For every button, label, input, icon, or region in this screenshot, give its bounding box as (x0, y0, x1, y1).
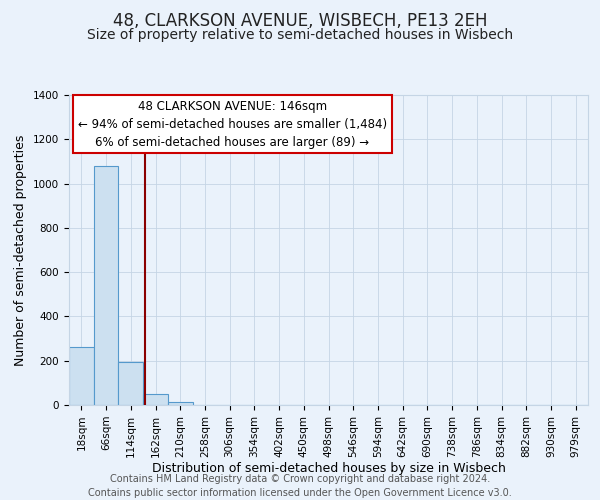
Text: Contains HM Land Registry data © Crown copyright and database right 2024.
Contai: Contains HM Land Registry data © Crown c… (88, 474, 512, 498)
Text: 48, CLARKSON AVENUE, WISBECH, PE13 2EH: 48, CLARKSON AVENUE, WISBECH, PE13 2EH (113, 12, 487, 30)
Bar (94, 166, 118, 405)
Bar (143, 394, 168, 405)
Text: 48 CLARKSON AVENUE: 146sqm
← 94% of semi-detached houses are smaller (1,484)
6% : 48 CLARKSON AVENUE: 146sqm ← 94% of semi… (78, 100, 387, 148)
Bar (69, 348, 94, 405)
Y-axis label: Number of semi-detached properties: Number of semi-detached properties (14, 134, 28, 366)
X-axis label: Distribution of semi-detached houses by size in Wisbech: Distribution of semi-detached houses by … (152, 462, 505, 475)
Bar (118, 362, 143, 405)
Bar (168, 402, 193, 405)
Text: Size of property relative to semi-detached houses in Wisbech: Size of property relative to semi-detach… (87, 28, 513, 42)
